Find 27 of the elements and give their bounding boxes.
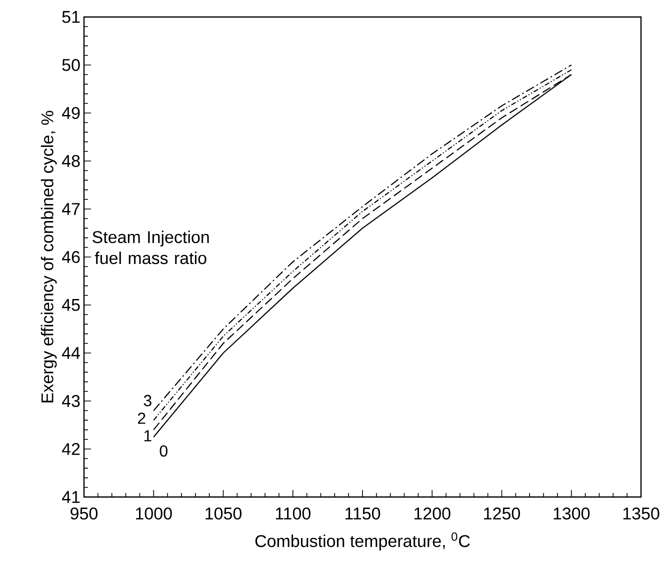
y-tick-label: 46 <box>62 250 80 264</box>
y-tick-label: 43 <box>62 394 80 408</box>
y-tick-label: 42 <box>62 443 80 455</box>
series-label: 0 <box>160 445 168 457</box>
y-tick-label: 47 <box>62 203 80 215</box>
x-axis-title: Combustion temperature, $^{0}$C <box>255 532 470 550</box>
x-tick-label: 1350 <box>623 508 660 520</box>
y-tick-label: 49 <box>62 106 80 120</box>
x-tick-label: 1200 <box>414 508 450 520</box>
x-tick-label: 1050 <box>206 508 242 520</box>
series-label: 2 <box>138 412 146 424</box>
x-tick-label: 1000 <box>136 508 172 520</box>
y-tick-label: 44 <box>62 347 80 359</box>
x-tick-label: 1150 <box>346 508 380 520</box>
series-label: 1 <box>144 430 152 442</box>
y-tick-label: 51 <box>62 11 80 23</box>
annotation: Steam Injection fuel mass ratio <box>92 230 209 264</box>
y-tick-label: 45 <box>62 299 80 311</box>
x-tick-label: 1250 <box>484 508 520 520</box>
series-label: 3 <box>144 394 152 406</box>
y-tick-label: 41 <box>62 491 80 503</box>
x-tick-label: 950 <box>70 508 98 520</box>
x-tick-label: 1100 <box>276 508 310 520</box>
y-tick-label: 48 <box>62 154 80 168</box>
y-tick-label: 50 <box>62 58 80 72</box>
x-tick-label: 1300 <box>554 508 590 520</box>
y-axis-title: Exergy efficiency of combined cycle, % <box>40 110 57 402</box>
